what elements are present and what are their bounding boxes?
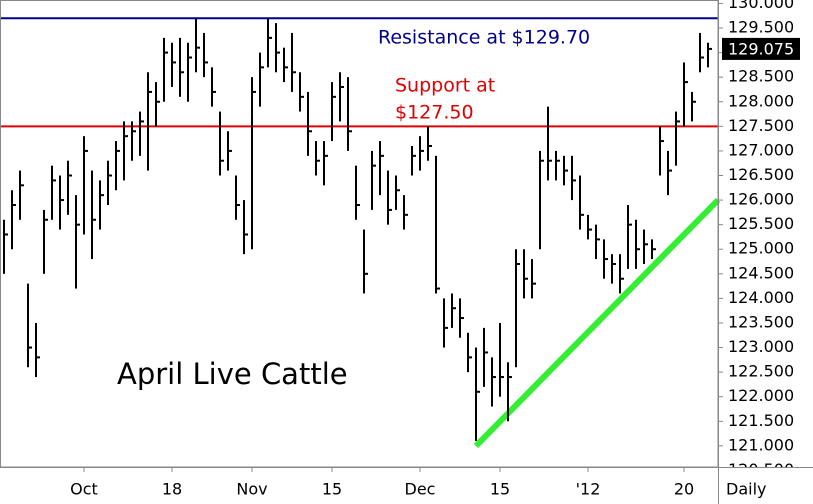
y-tick-label: 126.500 xyxy=(728,165,794,184)
support-label: $127.50 xyxy=(395,102,474,124)
x-tick-label: 18 xyxy=(162,480,182,499)
x-tick-label: Oct xyxy=(70,480,98,499)
y-tick-label: 127.000 xyxy=(728,140,794,159)
y-tick-label: 128.500 xyxy=(728,67,794,86)
x-tick-label: '12 xyxy=(576,480,601,499)
chart-title: April Live Cattle xyxy=(117,357,348,391)
x-tick-label: 15 xyxy=(490,480,510,499)
y-tick-label: 122.500 xyxy=(728,362,794,381)
y-tick-label: 122.000 xyxy=(728,386,794,405)
last-price-label: 129.075 xyxy=(728,39,794,58)
y-tick-label: 129.500 xyxy=(728,18,794,37)
trendline xyxy=(473,197,721,448)
x-tick-label: 20 xyxy=(674,480,694,499)
y-tick-label: 124.500 xyxy=(728,263,794,282)
y-tick-label: 124.000 xyxy=(728,288,794,307)
y-tick-label: 123.500 xyxy=(728,312,794,331)
y-tick-label: 128.000 xyxy=(728,91,794,110)
x-axis-label: Daily xyxy=(726,480,766,499)
x-tick-label: 15 xyxy=(322,480,342,499)
last-price-box xyxy=(722,37,800,60)
y-tick-label: 130.000 xyxy=(728,0,794,12)
y-tick-label: 121.500 xyxy=(728,411,794,430)
y-tick-label: 125.000 xyxy=(728,239,794,258)
x-tick-label: Nov xyxy=(236,480,267,499)
y-tick-label: 121.000 xyxy=(728,435,794,454)
y-tick-label: 123.000 xyxy=(728,337,794,356)
x-tick-label: Dec xyxy=(405,480,436,499)
y-tick-label: 127.500 xyxy=(728,116,794,135)
resistance-label: Resistance at $129.70 xyxy=(378,27,590,49)
y-tick-label: 125.500 xyxy=(728,214,794,233)
x-axis-band xyxy=(0,467,813,504)
support-label: Support at xyxy=(395,75,495,97)
y-tick-label: 126.000 xyxy=(728,190,794,209)
